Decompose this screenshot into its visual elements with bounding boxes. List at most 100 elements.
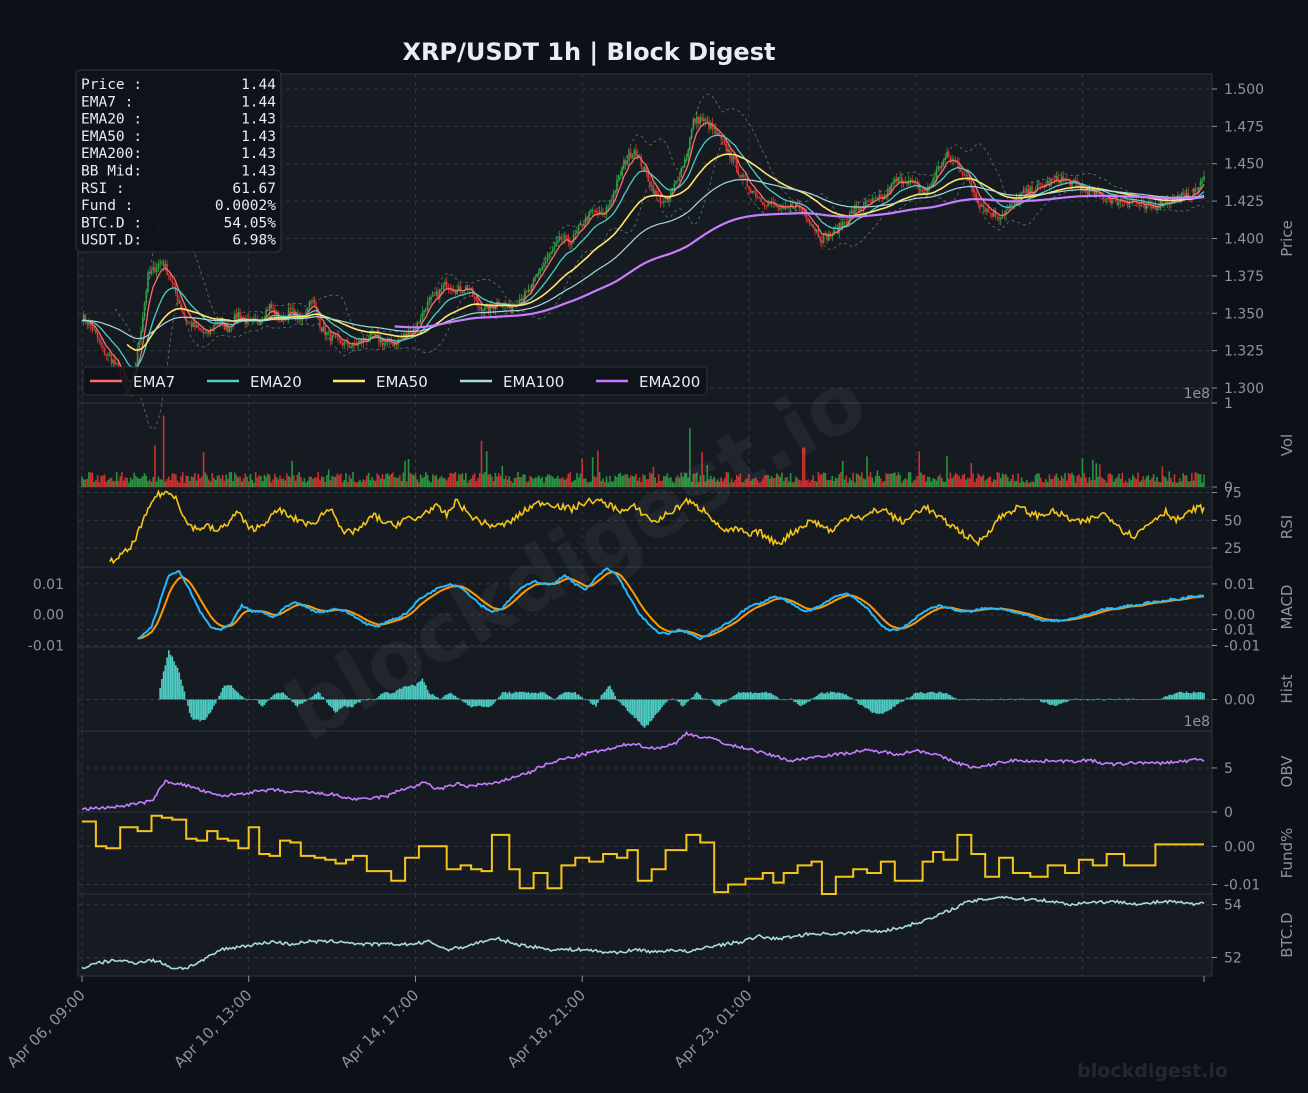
volume-bar: [605, 476, 608, 487]
volume-bar: [918, 451, 920, 487]
volume-bar: [562, 477, 564, 487]
volume-bar: [133, 472, 135, 487]
volume-bar: [864, 479, 867, 487]
volume-bar: [765, 475, 768, 487]
candle-body: [713, 128, 716, 130]
candle-body: [973, 191, 976, 195]
hist-bar: [965, 699, 967, 701]
candle-body: [874, 197, 877, 199]
volume-bar: [593, 476, 596, 487]
volume-bar: [1059, 480, 1061, 487]
hist-bar: [956, 699, 959, 700]
candle-body: [730, 156, 733, 160]
volume-bar: [438, 477, 441, 487]
volume-bar: [963, 473, 966, 487]
hist-bar: [609, 685, 611, 700]
hist-bar: [1003, 699, 1006, 701]
hist-bar: [822, 693, 825, 700]
candle-body: [1052, 178, 1054, 180]
volume-bar: [515, 477, 518, 487]
hist-bar: [312, 696, 314, 700]
y-tick-label: 25: [1224, 541, 1242, 557]
volume-bar: [357, 481, 359, 487]
candle-body: [1059, 181, 1061, 184]
hist-bar: [570, 692, 573, 700]
hist-bar: [722, 699, 724, 703]
volume-bar: [487, 474, 490, 487]
hist-bar: [685, 699, 688, 703]
candle-body: [141, 316, 144, 332]
legend-label: EMA200: [639, 373, 700, 391]
candle-body: [782, 206, 785, 210]
hist-bar: [1078, 699, 1080, 700]
candle-body: [487, 305, 490, 314]
hist-bar: [716, 699, 719, 706]
volume-bar: [692, 473, 695, 487]
candle-body: [343, 341, 346, 346]
candle-body: [211, 328, 214, 331]
volume-bar: [762, 479, 764, 487]
volume-bar: [237, 477, 240, 487]
volume-bar: [973, 481, 976, 487]
hist-bar: [735, 694, 738, 700]
candle-body: [1048, 180, 1051, 186]
volume-bar: [333, 476, 335, 487]
candle-body: [169, 275, 172, 281]
volume-bar: [173, 473, 175, 487]
volume-bar: [680, 472, 683, 487]
volume-bar: [869, 472, 872, 487]
candle-body: [362, 338, 365, 343]
volume-bar: [833, 480, 835, 487]
volume-bar: [883, 481, 886, 487]
volume-bar: [817, 471, 820, 487]
volume-bar: [829, 479, 832, 487]
volume-bar: [96, 474, 99, 487]
volume-bar: [558, 478, 561, 487]
hist-bar: [544, 693, 547, 700]
candle-body: [676, 180, 679, 182]
hist-bar: [737, 691, 740, 700]
candle-body: [631, 154, 634, 159]
volume-bar: [784, 477, 787, 487]
hist-bar: [730, 697, 733, 700]
hist-bar: [178, 672, 181, 700]
hist-bar: [277, 692, 280, 700]
hist-bar: [214, 699, 217, 704]
y-axis-label: OBV: [1278, 755, 1296, 788]
hist-bar: [419, 680, 422, 700]
volume-bar: [1064, 473, 1066, 487]
candle-body: [701, 117, 703, 121]
volume-bar: [772, 478, 775, 487]
hist-bar: [1017, 699, 1019, 700]
candle-body: [381, 339, 384, 346]
candle-body: [668, 196, 670, 202]
hist-bar: [914, 692, 917, 700]
hist-bar: [676, 699, 679, 702]
candle-body: [510, 304, 512, 311]
hist-bar: [768, 692, 771, 700]
volume-bar: [82, 479, 85, 487]
candle-body: [234, 313, 236, 325]
candle-body: [557, 240, 559, 243]
volume-bar: [305, 482, 307, 487]
candle-body: [828, 233, 830, 241]
hist-bar: [1031, 699, 1033, 700]
candle-body: [1116, 196, 1118, 204]
hist-bar: [607, 686, 610, 700]
info-value: 54.05%: [224, 215, 277, 231]
hist-bar: [876, 699, 879, 714]
hist-bar: [577, 694, 580, 700]
volume-bar: [105, 481, 108, 487]
info-value: 1.44: [241, 77, 276, 93]
hist-bar: [319, 693, 321, 700]
volume-bar: [671, 481, 674, 487]
hist-bar: [673, 699, 676, 701]
hist-bar: [313, 694, 316, 700]
candle-body: [478, 306, 481, 308]
hist-bar: [517, 692, 519, 700]
volume-bar: [336, 473, 339, 487]
panels-layer: 1.3001.3251.3501.3751.4001.4251.4501.475…: [28, 73, 1296, 977]
hist-bar: [326, 699, 328, 703]
volume-bar: [461, 473, 464, 487]
candle-body: [91, 325, 94, 330]
